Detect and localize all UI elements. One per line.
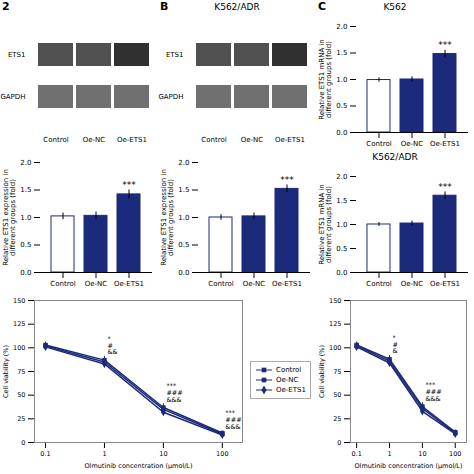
svg-text:Control: Control	[50, 280, 75, 288]
svg-text:0.1: 0.1	[351, 450, 361, 458]
svg-text:ETS1: ETS1	[8, 51, 26, 59]
svg-text:Oe-ETS1: Oe-ETS1	[430, 280, 460, 288]
html-text:Oe-NC: Oe-NC	[276, 376, 299, 384]
html-text:2: 2	[2, 0, 10, 13]
svg-text:Oe-ETS1: Oe-ETS1	[430, 140, 460, 148]
svg-text:2.0: 2.0	[20, 159, 31, 167]
svg-text:100: 100	[13, 344, 25, 352]
svg-text:Oe-NC: Oe-NC	[401, 140, 424, 148]
svg-text:50: 50	[333, 391, 341, 399]
svg-text:100: 100	[216, 450, 228, 458]
svg-text:0.5: 0.5	[20, 241, 31, 249]
svg-text:50: 50	[17, 391, 25, 399]
svg-text:2.0: 2.0	[336, 23, 347, 31]
svg-text:1.5: 1.5	[336, 197, 347, 205]
svg-text:0.0: 0.0	[178, 269, 189, 277]
svg-text:0.0: 0.0	[20, 269, 31, 277]
svg-text:0.1: 0.1	[40, 450, 50, 458]
svg-text:1.0: 1.0	[178, 214, 189, 222]
svg-text:25: 25	[333, 415, 341, 423]
svg-text:Cell viability (%): Cell viability (%)	[318, 345, 326, 398]
html-text:B: B	[160, 0, 169, 13]
svg-text:Control: Control	[201, 136, 226, 144]
svg-text:Oe-NC: Oe-NC	[401, 280, 424, 288]
svg-text:Control: Control	[43, 136, 68, 144]
svg-text:***###&&&: ***###&&&	[225, 409, 241, 431]
svg-text:Oe-ETS1: Oe-ETS1	[114, 280, 144, 288]
svg-text:10: 10	[418, 450, 426, 458]
svg-text:1.0: 1.0	[336, 221, 347, 229]
html-text:Oe-ETS1: Oe-ETS1	[276, 386, 306, 394]
svg-text:***: ***	[122, 180, 136, 190]
svg-text:GAPDH: GAPDH	[0, 93, 25, 101]
svg-text:***###&&&: ***###&&&	[425, 381, 441, 403]
svg-text:0: 0	[21, 439, 25, 447]
html-text:K562/ADR: K562/ADR	[372, 152, 418, 162]
svg-text:0.0: 0.0	[336, 269, 347, 277]
svg-text:125: 125	[329, 320, 341, 328]
svg-text:Oe-NC: Oe-NC	[243, 280, 266, 288]
html-text:Control: Control	[276, 366, 302, 374]
svg-text:1.0: 1.0	[336, 76, 347, 84]
svg-text:0.0: 0.0	[336, 129, 347, 137]
svg-text:Oe-NC: Oe-NC	[241, 136, 264, 144]
svg-text:Olmutinib concentration (μmol/: Olmutinib concentration (μmol/L)	[84, 462, 192, 470]
svg-text:Relative ETS1 expression indif: Relative ETS1 expression indifferent gro…	[160, 169, 175, 266]
svg-text:1.5: 1.5	[178, 186, 189, 194]
svg-text:1.5: 1.5	[336, 49, 347, 57]
svg-text:Oe-ETS1: Oe-ETS1	[272, 280, 302, 288]
svg-text:*#&&: *#&&	[107, 335, 117, 357]
svg-text:150: 150	[13, 297, 25, 305]
svg-text:Control: Control	[366, 280, 391, 288]
svg-text:25: 25	[17, 415, 25, 423]
html-text:K562: K562	[383, 2, 407, 12]
svg-text:*#&: *#&	[393, 334, 398, 356]
svg-text:10: 10	[159, 450, 167, 458]
svg-text:0.5: 0.5	[336, 245, 347, 253]
svg-text:1.0: 1.0	[20, 214, 31, 222]
svg-text:Oe-ETS1: Oe-ETS1	[275, 136, 305, 144]
svg-text:***: ***	[280, 175, 294, 185]
html-text:K562/ADR: K562/ADR	[214, 2, 260, 12]
svg-text:***###&&&: ***###&&&	[166, 382, 182, 404]
svg-text:1: 1	[387, 450, 391, 458]
svg-text:75: 75	[333, 368, 341, 376]
svg-text:***: ***	[438, 182, 452, 192]
svg-text:1.5: 1.5	[20, 186, 31, 194]
svg-text:75: 75	[17, 368, 25, 376]
svg-text:Control: Control	[366, 140, 391, 148]
svg-text:150: 150	[329, 297, 341, 305]
html-text:C: C	[318, 0, 327, 13]
svg-text:Oe-ETS1: Oe-ETS1	[117, 136, 147, 144]
svg-text:1: 1	[102, 450, 106, 458]
svg-text:0: 0	[337, 439, 341, 447]
svg-text:100: 100	[449, 450, 461, 458]
svg-text:Control: Control	[208, 280, 233, 288]
svg-text:0.5: 0.5	[178, 241, 189, 249]
svg-text:Relative ETS1 mRNA indifferent: Relative ETS1 mRNA indifferent groups (f…	[318, 39, 333, 120]
svg-text:125: 125	[13, 320, 25, 328]
svg-text:2.0: 2.0	[336, 173, 347, 181]
svg-text:Oe-NC: Oe-NC	[85, 280, 108, 288]
svg-text:Olmutinib concentration (μmol/: Olmutinib concentration (μmol/L)	[354, 462, 462, 470]
svg-text:Relative ETS1 expression indif: Relative ETS1 expression indifferent gro…	[2, 169, 17, 266]
svg-text:GAPDH: GAPDH	[158, 93, 183, 101]
svg-text:Relative ETS1 mRNA indifferent: Relative ETS1 mRNA indifferent groups (f…	[318, 184, 333, 265]
svg-text:100: 100	[329, 344, 341, 352]
svg-text:***: ***	[438, 40, 452, 50]
svg-text:0.5: 0.5	[336, 102, 347, 110]
svg-text:Oe-NC: Oe-NC	[83, 136, 106, 144]
svg-text:2.0: 2.0	[178, 159, 189, 167]
svg-text:Cell viability (%): Cell viability (%)	[2, 345, 10, 398]
svg-text:ETS1: ETS1	[166, 51, 184, 59]
